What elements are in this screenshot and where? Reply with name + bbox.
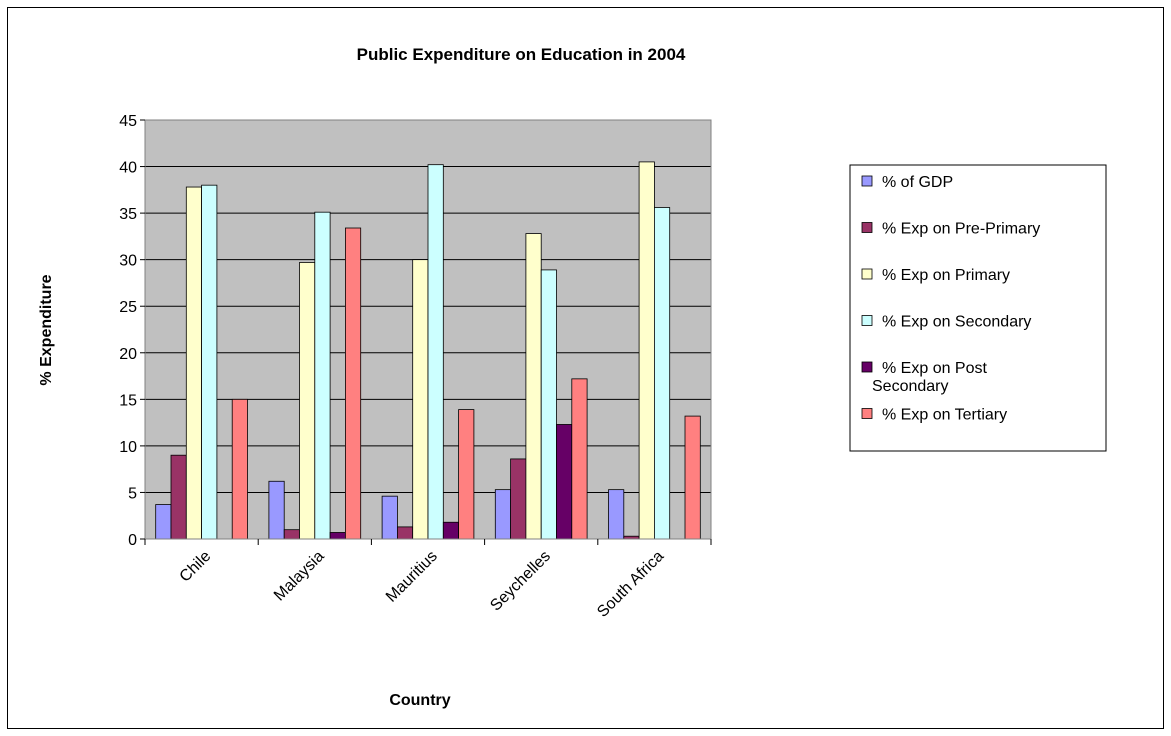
bar <box>231 398 248 540</box>
bar <box>396 526 414 540</box>
bar <box>684 415 701 540</box>
legend-label: Secondary <box>872 378 949 395</box>
y-tick-label: 45 <box>119 113 137 130</box>
bar <box>344 227 362 540</box>
y-tick-label: 20 <box>119 346 137 363</box>
legend-swatch <box>861 315 873 326</box>
bar <box>427 164 444 540</box>
bar <box>540 269 557 540</box>
x-tick-label: South Africa <box>594 548 667 621</box>
bar <box>412 259 429 540</box>
bar <box>458 409 475 540</box>
bar <box>314 211 331 540</box>
y-tick-label: 15 <box>119 392 137 409</box>
bar <box>638 161 655 540</box>
bar <box>381 495 398 540</box>
y-tick-label: 0 <box>128 532 137 549</box>
legend-box <box>849 164 1107 452</box>
legend-label: % Exp on Post <box>882 360 988 377</box>
x-axis-ticks: Chile Malaysia Mauritius Seychelles South Af… <box>144 539 712 621</box>
bar <box>170 454 187 540</box>
y-tick-label: 25 <box>119 299 137 316</box>
bar <box>510 458 527 540</box>
bar <box>571 378 588 540</box>
y-tick-label: 30 <box>119 253 137 270</box>
plot-border <box>144 119 712 540</box>
y-tick-label: 40 <box>119 160 137 177</box>
bar <box>556 424 573 540</box>
x-tick-label: Chile <box>177 548 215 586</box>
x-tick-label: Malaysia <box>271 548 328 605</box>
chart-title: Public Expenditure on Education in 2004 <box>357 45 686 64</box>
legend-swatch <box>861 408 873 419</box>
legend-label: % of GDP <box>882 174 953 191</box>
bar <box>299 262 316 540</box>
bar <box>525 233 542 540</box>
legend-swatch <box>861 175 873 187</box>
x-axis-title: Country <box>389 692 450 709</box>
legend-swatch <box>861 268 873 280</box>
y-tick-label: 10 <box>119 439 137 456</box>
y-tick-label: 5 <box>128 485 137 502</box>
y-tick-label: 35 <box>119 206 137 223</box>
bar <box>283 529 300 540</box>
x-tick-label: Seychelles <box>487 548 554 615</box>
bar <box>654 207 671 540</box>
axes <box>144 119 712 540</box>
legend-label: % Exp on Secondary <box>882 314 1031 331</box>
legend-swatch <box>861 222 873 233</box>
bar <box>494 489 511 540</box>
legend: % of GDP % Exp on Pre-Primary % Exp on Pri… <box>849 164 1107 452</box>
bar <box>442 521 459 540</box>
legend-label: % Exp on Pre-Primary <box>882 221 1040 238</box>
y-axis-title: % Expenditure <box>38 274 55 385</box>
bars <box>155 161 701 540</box>
x-tick-label: Mauritius <box>383 548 441 606</box>
bar <box>329 532 346 540</box>
legend-swatch <box>861 361 873 373</box>
bar <box>268 480 285 540</box>
bar <box>185 186 203 540</box>
bar <box>201 184 218 540</box>
legend-label: % Exp on Primary <box>882 267 1010 284</box>
bar <box>155 504 172 540</box>
legend-label: % Exp on Tertiary <box>882 407 1007 424</box>
bar <box>608 489 625 540</box>
y-axis-ticks: 0 5 10 15 20 25 30 35 40 45 <box>119 113 145 549</box>
